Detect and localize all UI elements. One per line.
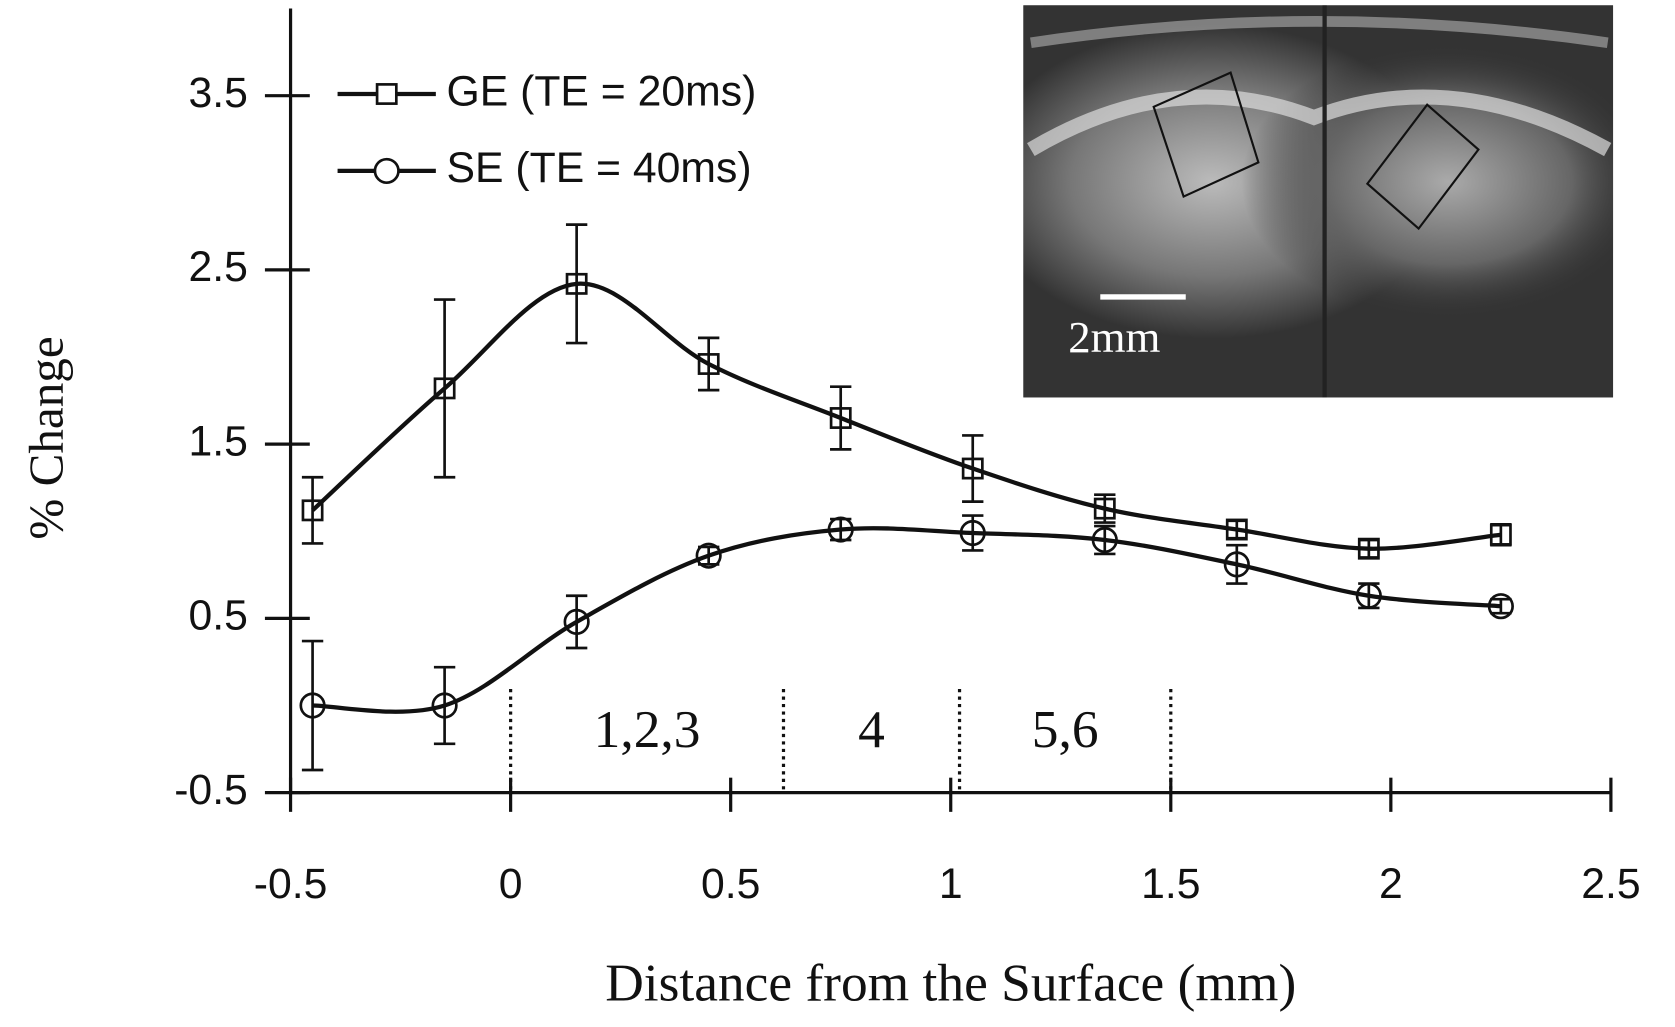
chart: 2mm % Change Distance from the Surface (… (0, 0, 1675, 1027)
marker (567, 274, 586, 293)
marker (565, 610, 589, 634)
marker (301, 694, 325, 718)
marker (697, 544, 721, 568)
legend-label: SE (TE = 40ms) (447, 144, 752, 192)
marker (435, 379, 454, 398)
layer-label: 1,2,3 (594, 699, 701, 759)
marker (375, 159, 399, 183)
layer-label: 4 (858, 699, 885, 759)
marker (831, 408, 850, 427)
marker (1093, 528, 1117, 552)
series-line (313, 528, 1501, 711)
y-tick-label: -0.5 (174, 766, 248, 814)
marker (1095, 499, 1114, 518)
x-axis-label: Distance from the Surface (mm) (605, 952, 1296, 1012)
marker (1491, 525, 1510, 544)
layer-label: 5,6 (1032, 699, 1099, 759)
x-tick-label: -0.5 (254, 860, 328, 908)
marker (433, 694, 457, 718)
x-tick-label: 2.5 (1581, 860, 1640, 908)
marker (961, 521, 985, 545)
y-tick-label: 2.5 (188, 243, 247, 291)
marker (963, 459, 982, 478)
marker (1357, 584, 1381, 608)
x-tick-label: 1.5 (1141, 860, 1200, 908)
x-tick-label: 0.5 (701, 860, 760, 908)
x-tick-label: 1 (939, 860, 963, 908)
y-tick-label: 3.5 (188, 69, 247, 117)
y-axis-label: % Change (19, 336, 74, 539)
inset-scale-label: 2mm (1068, 312, 1160, 362)
marker (1227, 520, 1246, 539)
marker (1225, 553, 1249, 577)
marker (377, 84, 396, 103)
page: {"chart_data": {"type": "line", "y_label… (0, 0, 1675, 1027)
x-tick-label: 2 (1379, 860, 1403, 908)
y-tick-label: 0.5 (188, 592, 247, 640)
marker (1359, 539, 1378, 558)
marker (829, 518, 853, 542)
marker (303, 501, 322, 520)
legend-label: GE (TE = 20ms) (447, 67, 757, 115)
marker (1489, 594, 1513, 618)
marker (699, 354, 718, 373)
x-tick-label: 0 (499, 860, 523, 908)
y-tick-label: 1.5 (188, 417, 247, 465)
